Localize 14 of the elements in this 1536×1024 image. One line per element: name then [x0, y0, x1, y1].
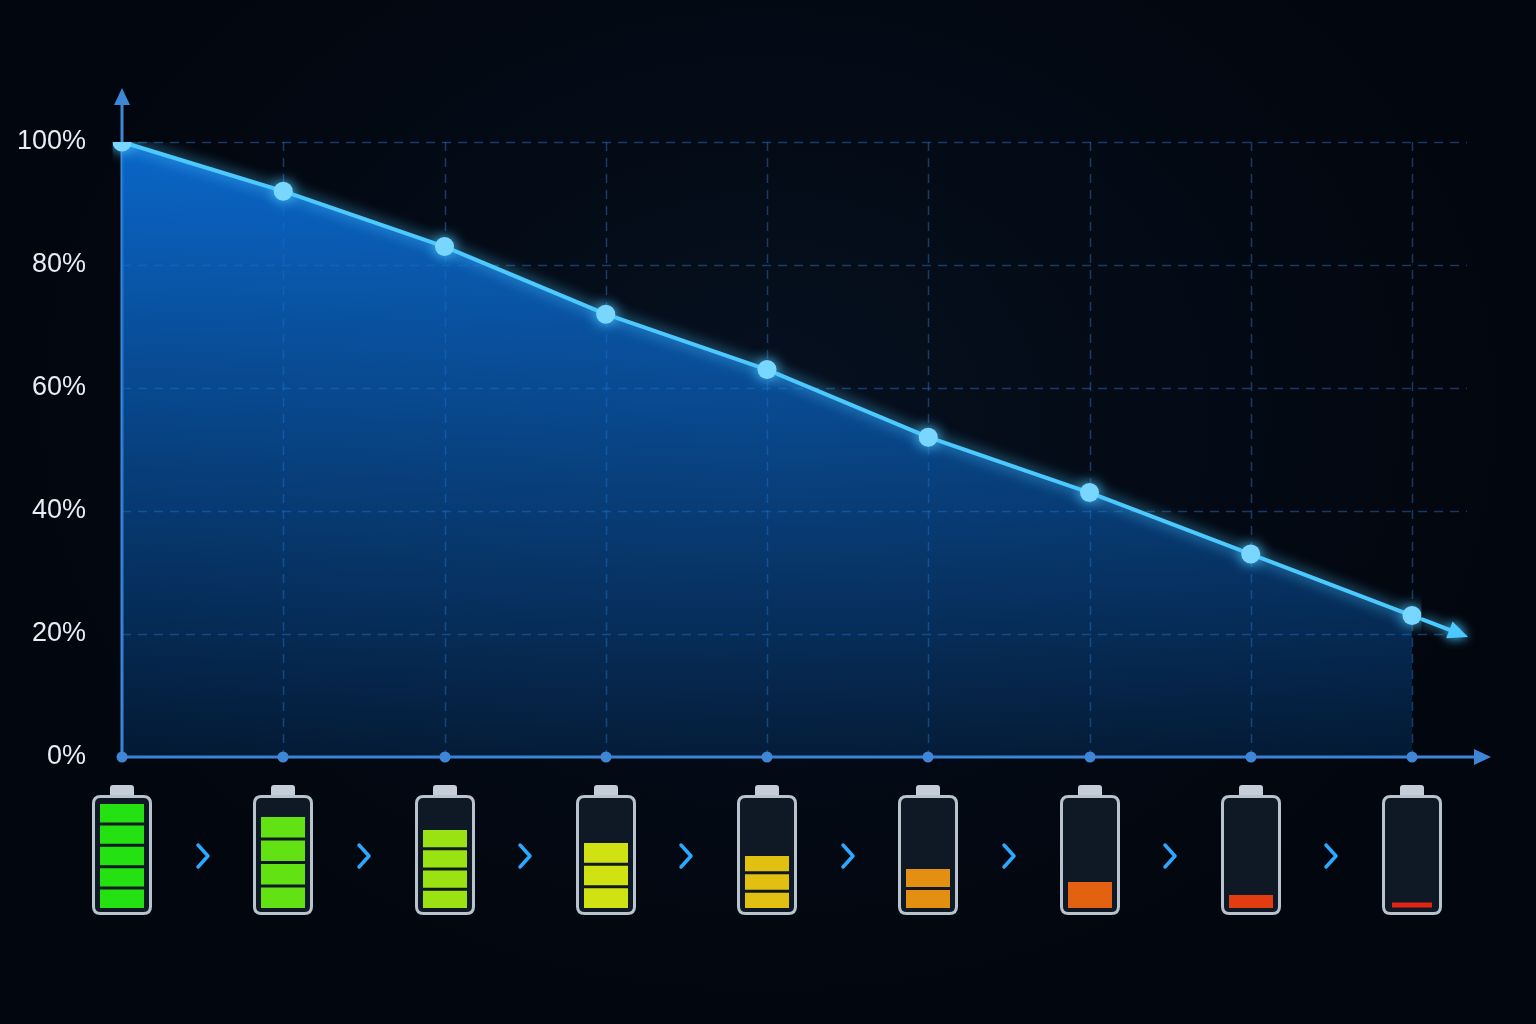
point — [757, 360, 777, 380]
y-tick-label: 20% — [31, 617, 86, 648]
y-tick-label: 0% — [46, 740, 86, 771]
y-tick-label: 100% — [16, 125, 86, 156]
point — [1080, 483, 1099, 503]
point — [273, 181, 293, 201]
point — [596, 304, 616, 324]
y-tick-label: 60% — [31, 371, 86, 402]
point — [435, 237, 454, 257]
y-tick-label: 40% — [31, 494, 86, 525]
y-tick-label: 80% — [31, 248, 86, 279]
point — [1241, 544, 1261, 564]
point — [918, 427, 938, 447]
point — [1402, 606, 1422, 626]
